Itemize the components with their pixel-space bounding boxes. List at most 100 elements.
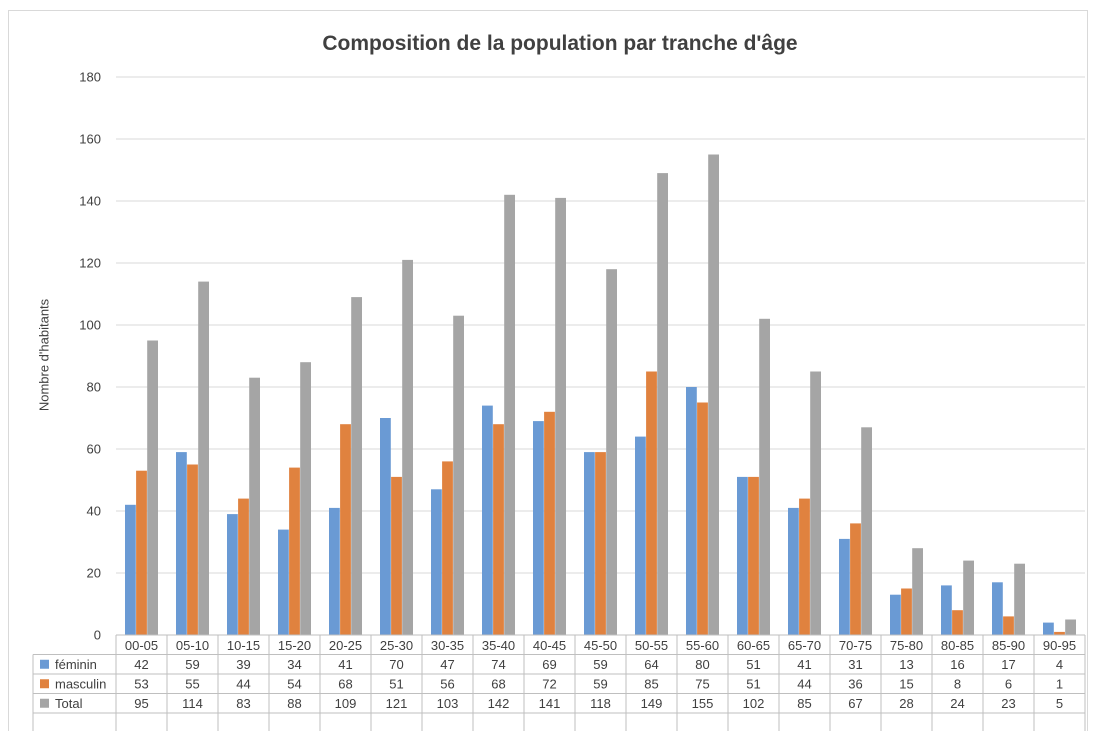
data-label: 67 [848, 696, 862, 711]
bar-masculin-15-20 [289, 467, 300, 635]
bar-total-75-80 [912, 548, 923, 635]
data-table: 00-05 05-10 10-15 15-20 20-25 25-30 30-35 35-40… [32, 634, 1086, 731]
bar-f-minin-90-95 [1043, 622, 1054, 635]
data-label: 44 [236, 676, 250, 691]
bar-f-minin-45-50 [584, 452, 595, 635]
bar-total-00-05 [147, 340, 158, 635]
data-label: 103 [437, 696, 459, 711]
bar-masculin-00-05 [136, 470, 147, 635]
y-tick-label: 160 [79, 132, 101, 147]
x-tick-label: 25-30 [380, 638, 413, 653]
chart-frame [8, 10, 1088, 731]
bar-f-minin-80-85 [941, 585, 952, 635]
data-label: 95 [134, 696, 148, 711]
data-label: 36 [848, 676, 862, 691]
data-label: 41 [338, 657, 352, 672]
bar-f-minin-85-90 [992, 582, 1003, 635]
data-label: 109 [335, 696, 357, 711]
x-tick-label: 90-95 [1043, 638, 1076, 653]
bar-f-minin-35-40 [482, 405, 493, 635]
data-label: 47 [440, 657, 454, 672]
bar-masculin-65-70 [799, 498, 810, 635]
data-label: 15 [899, 676, 913, 691]
legend-label: masculin [55, 676, 106, 691]
data-label: 17 [1001, 657, 1015, 672]
data-label: 31 [848, 657, 862, 672]
bar-total-90-95 [1065, 619, 1076, 635]
bar-f-minin-25-30 [380, 418, 391, 635]
data-label: 56 [440, 676, 454, 691]
bar-total-65-70 [810, 371, 821, 635]
bar-total-45-50 [606, 269, 617, 635]
bar-masculin-80-85 [952, 610, 963, 635]
bar-total-35-40 [504, 194, 515, 636]
bar-total-70-75 [861, 427, 872, 635]
data-label: 85 [644, 676, 658, 691]
bar-total-60-65 [759, 318, 770, 635]
data-label: 1 [1056, 676, 1063, 691]
x-tick-label: 65-70 [788, 638, 821, 653]
bar-masculin-85-90 [1003, 616, 1014, 635]
bar-masculin-40-45 [544, 411, 555, 635]
data-label: 68 [338, 676, 352, 691]
bar-f-minin-40-45 [533, 421, 544, 635]
bar-masculin-75-80 [901, 588, 912, 635]
data-label: 55 [185, 676, 199, 691]
y-tick-label: 100 [79, 318, 101, 333]
bar-masculin-50-55 [646, 371, 657, 635]
y-tick-label: 120 [79, 256, 101, 271]
x-tick-label: 30-35 [431, 638, 464, 653]
data-label: 149 [641, 696, 663, 711]
data-label: 6 [1005, 676, 1012, 691]
bar-masculin-55-60 [697, 402, 708, 635]
x-tick-label: 40-45 [533, 638, 566, 653]
legend-key-total [40, 698, 49, 708]
legend-key-masculin [40, 679, 49, 689]
legend-key-féminin [40, 659, 49, 669]
bar-f-minin-30-35 [431, 489, 442, 635]
data-label: 83 [236, 696, 250, 711]
data-label: 51 [389, 676, 403, 691]
x-tick-label: 75-80 [890, 638, 923, 653]
x-tick-label: 20-25 [329, 638, 362, 653]
x-tick-label: 55-60 [686, 638, 719, 653]
x-tick-label: 45-50 [584, 638, 617, 653]
data-label: 102 [743, 696, 765, 711]
bar-f-minin-05-10 [176, 452, 187, 635]
data-label: 155 [692, 696, 714, 711]
bar-f-minin-55-60 [686, 387, 697, 635]
bar-masculin-30-35 [442, 461, 453, 635]
bars [125, 154, 1076, 636]
x-tick-label: 70-75 [839, 638, 872, 653]
x-tick-label: 35-40 [482, 638, 515, 653]
bar-total-25-30 [402, 259, 413, 635]
x-tick-label: 85-90 [992, 638, 1025, 653]
x-tick-label: 60-65 [737, 638, 770, 653]
legend-label: Total [55, 696, 83, 711]
bar-f-minin-75-80 [890, 594, 901, 635]
bar-masculin-25-30 [391, 476, 402, 635]
data-label: 23 [1001, 696, 1015, 711]
data-label: 41 [797, 657, 811, 672]
bar-total-80-85 [963, 560, 974, 635]
bar-masculin-35-40 [493, 424, 504, 635]
data-label: 16 [950, 657, 964, 672]
data-label: 59 [593, 657, 607, 672]
bar-f-minin-65-70 [788, 507, 799, 635]
bar-f-minin-50-55 [635, 436, 646, 635]
bar-f-minin-00-05 [125, 504, 136, 635]
data-label: 114 [182, 696, 203, 711]
data-label: 42 [134, 657, 148, 672]
data-label: 69 [542, 657, 556, 672]
bar-f-minin-60-65 [737, 476, 748, 635]
y-tick-label: 180 [79, 70, 101, 85]
bar-total-10-15 [249, 377, 260, 635]
bar-total-55-60 [708, 154, 719, 635]
data-label: 44 [797, 676, 811, 691]
data-label: 59 [593, 676, 607, 691]
data-label: 24 [950, 696, 964, 711]
data-label: 80 [695, 657, 709, 672]
data-label: 28 [899, 696, 913, 711]
bar-masculin-45-50 [595, 452, 606, 635]
x-tick-label: 05-10 [176, 638, 209, 653]
